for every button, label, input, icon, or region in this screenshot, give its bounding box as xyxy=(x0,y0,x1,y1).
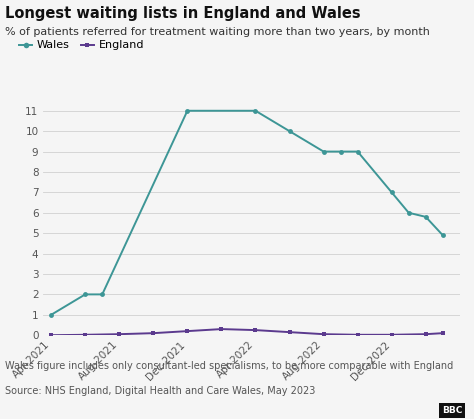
Text: % of patients referred for treatment waiting more than two years, by month: % of patients referred for treatment wai… xyxy=(5,27,429,37)
Text: BBC: BBC xyxy=(442,406,462,415)
Text: Longest waiting lists in England and Wales: Longest waiting lists in England and Wal… xyxy=(5,6,360,21)
Text: Wales figure includes only consultant-led specialisms, to be more comparable wit: Wales figure includes only consultant-le… xyxy=(5,361,453,371)
Legend: Wales, England: Wales, England xyxy=(19,40,144,50)
Text: Source: NHS England, Digital Health and Care Wales, May 2023: Source: NHS England, Digital Health and … xyxy=(5,386,315,396)
